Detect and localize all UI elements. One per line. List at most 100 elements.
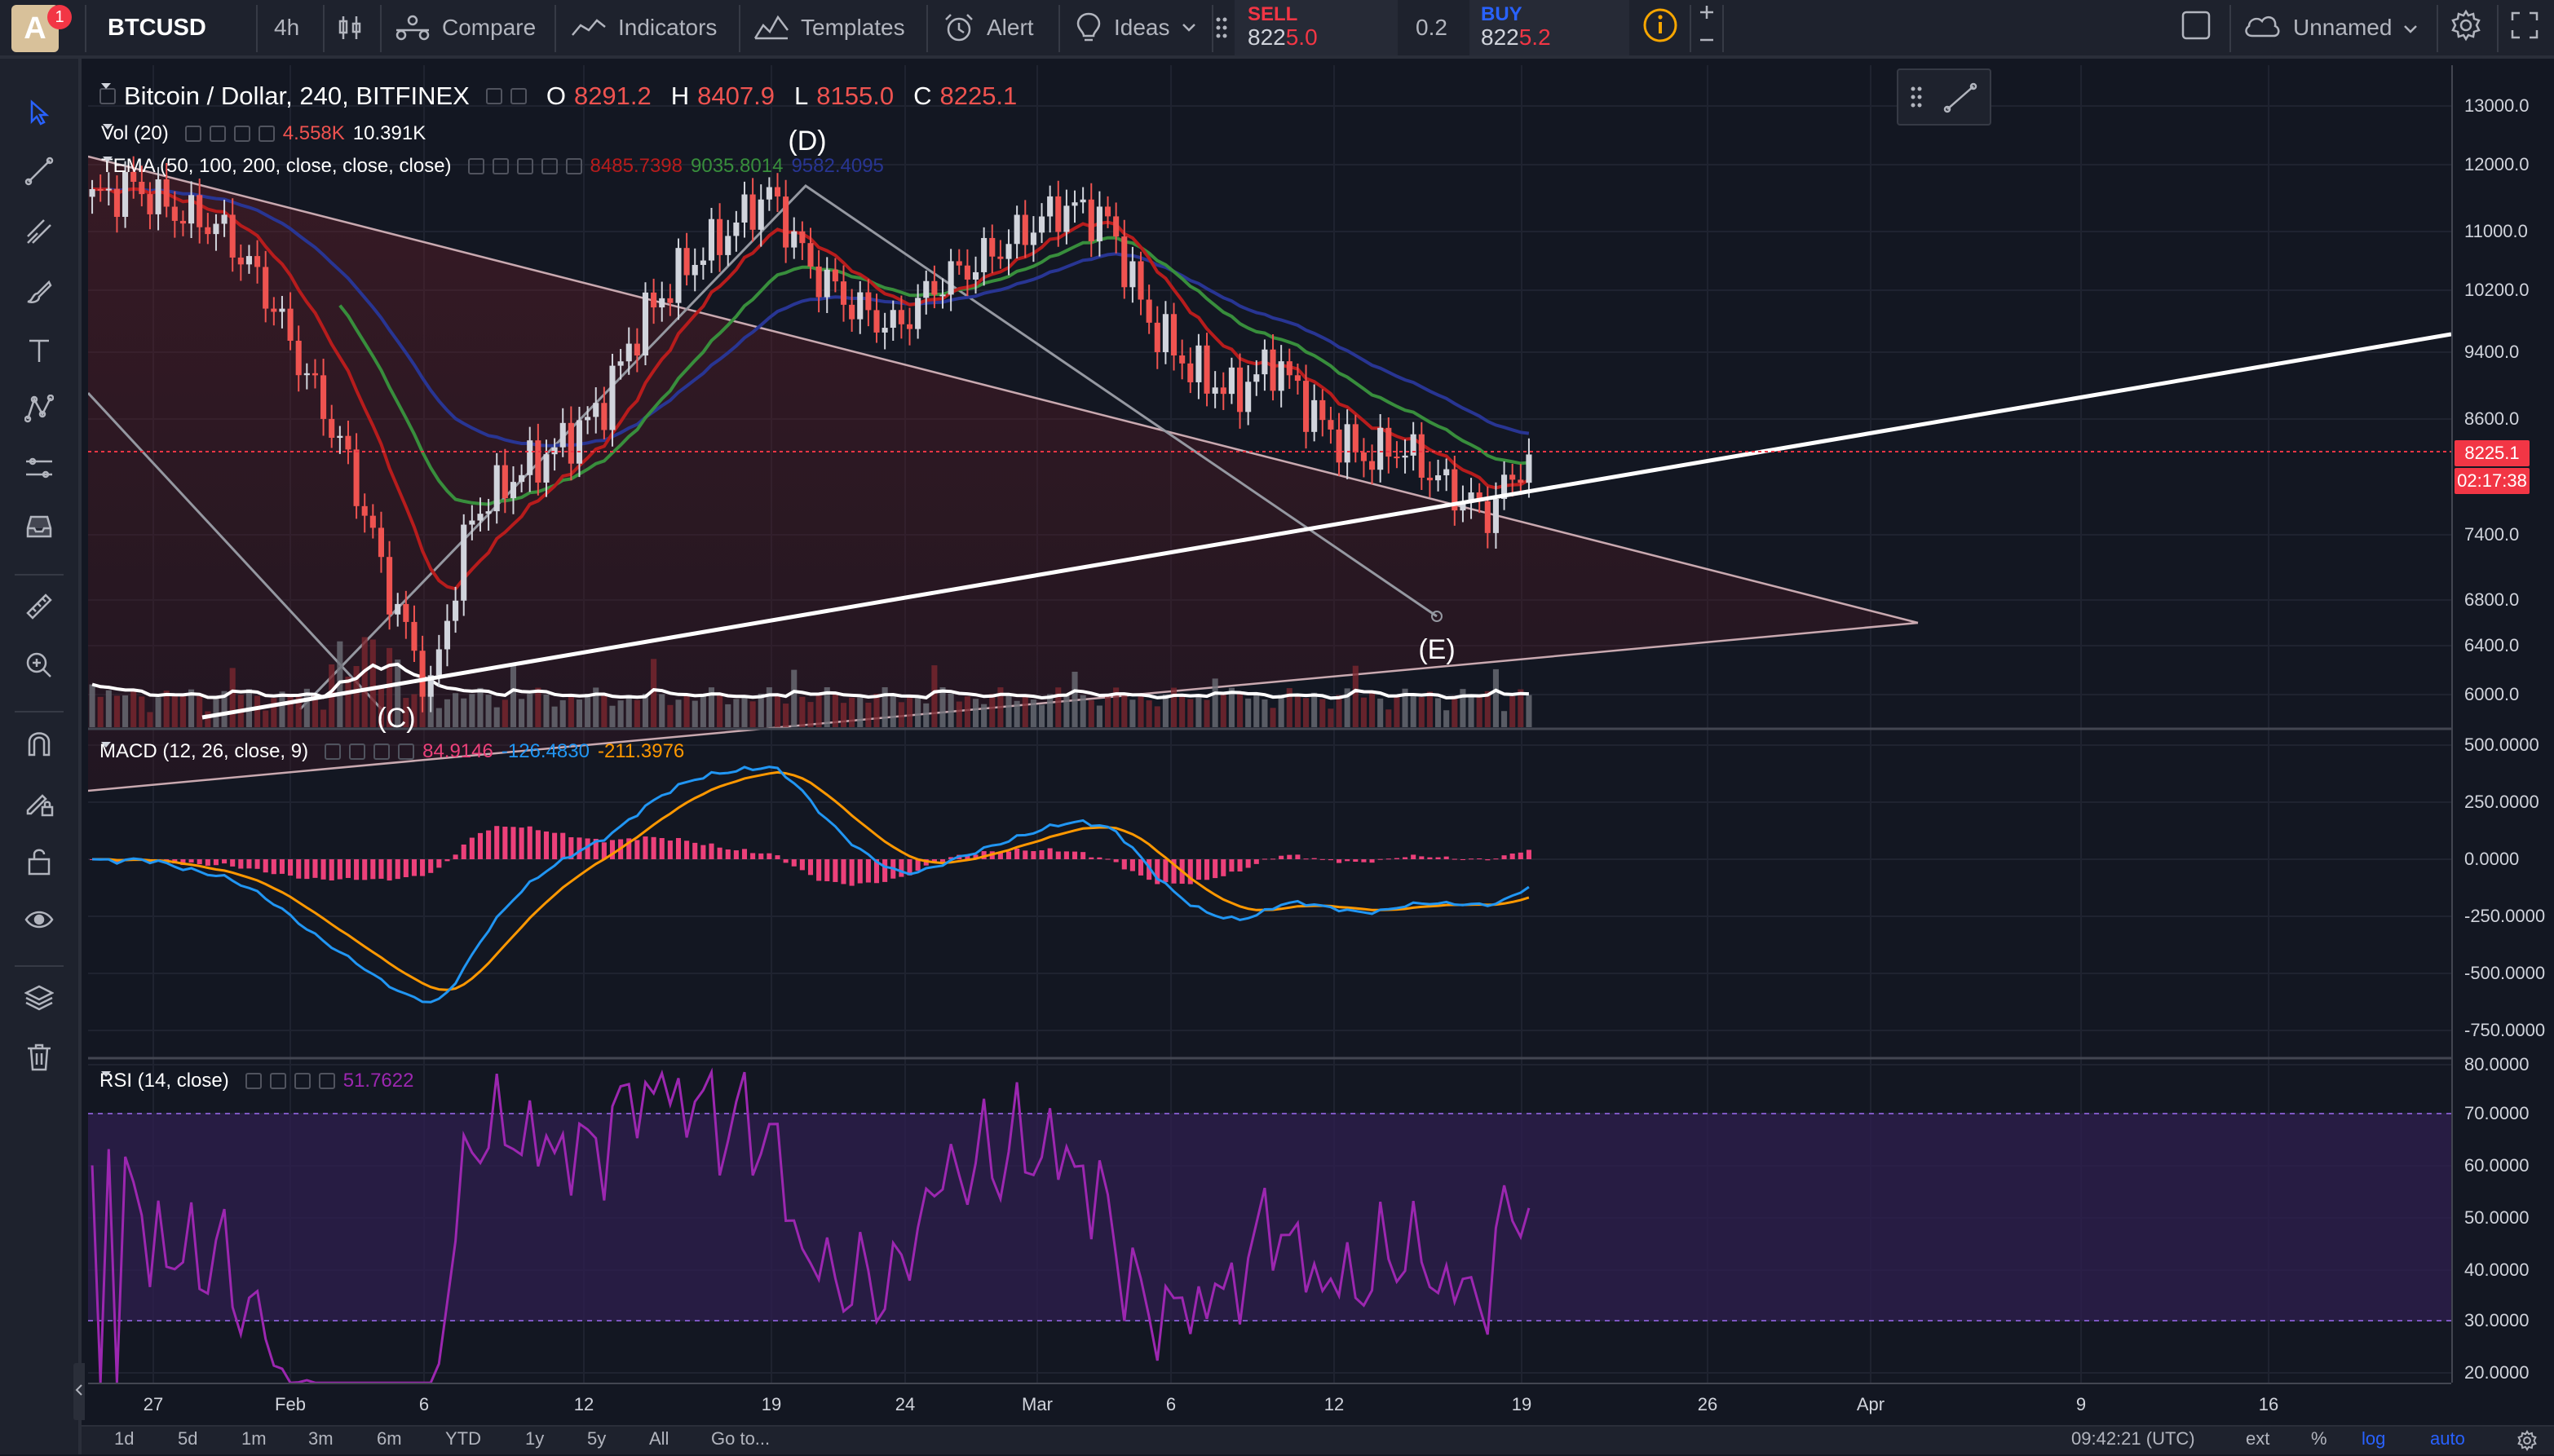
macd-legend[interactable]: MACD (12, 26, close, 9) 84.9146 -126.483…: [99, 740, 684, 763]
percent-scale-toggle[interactable]: %: [2311, 1428, 2327, 1449]
add-icon[interactable]: [373, 743, 391, 760]
compare-button[interactable]: Compare: [395, 0, 536, 55]
eye-icon: [24, 905, 54, 938]
interval-button[interactable]: 4h: [274, 0, 299, 55]
object-tree-tool[interactable]: [20, 980, 59, 1019]
scale-settings-button[interactable]: [2516, 1430, 2538, 1456]
chart-canvas[interactable]: (D) (E) (C): [88, 65, 2451, 1383]
save-layout-button[interactable]: Unnamed: [2242, 0, 2418, 55]
range-button-ytd[interactable]: YTD: [445, 1428, 481, 1449]
pattern-tool[interactable]: [20, 391, 59, 430]
settings-icon[interactable]: [510, 88, 527, 104]
trend-line[interactable]: [201, 332, 2451, 720]
utc-clock[interactable]: 09:42:21 (UTC): [2071, 1428, 2195, 1449]
volume-bar: [1204, 699, 1210, 727]
zoom-out-button[interactable]: [1698, 28, 1716, 55]
range-button-all[interactable]: All: [649, 1428, 669, 1449]
range-button-1y[interactable]: 1y: [525, 1428, 545, 1449]
extended-hours-toggle[interactable]: ext: [2246, 1428, 2270, 1449]
volume-bar: [617, 700, 624, 727]
volume-bar: [609, 705, 616, 727]
settings-icon[interactable]: [492, 158, 509, 174]
eye-icon[interactable]: [325, 743, 342, 760]
tema-legend[interactable]: TEMA (50, 100, 200, close, close, close)…: [101, 155, 884, 178]
label-d[interactable]: (D): [788, 126, 826, 157]
remove-icon[interactable]: [318, 1073, 335, 1089]
range-button-5y[interactable]: 5y: [587, 1428, 607, 1449]
auto-scale-toggle[interactable]: auto: [2430, 1428, 2465, 1449]
settings-icon[interactable]: [209, 126, 226, 142]
chart-area[interactable]: (D) (E) (C) Bitcoin / Dollar, 240, BITFI…: [88, 65, 2451, 1383]
volume-legend[interactable]: Vol (20) 4.558K 10.391K: [101, 122, 426, 145]
triangle-upper-line[interactable]: [88, 155, 1919, 624]
range-button-5d[interactable]: 5d: [178, 1428, 198, 1449]
main-series-legend[interactable]: Bitcoin / Dollar, 240, BITFINEX O 8291.2 …: [99, 82, 1017, 111]
pattern-point-e[interactable]: [1431, 611, 1443, 622]
stay-drawing-tool[interactable]: [20, 784, 59, 823]
add-icon[interactable]: [233, 126, 250, 142]
remove-icon[interactable]: [565, 158, 582, 174]
settings-icon[interactable]: [269, 1073, 286, 1089]
price-scale[interactable]: 13000.0 12000.0 11000.0 10200.0 9400.0 8600.0…: [2451, 65, 2554, 1383]
settings-button[interactable]: [2450, 0, 2482, 55]
volume-bar: [683, 695, 690, 727]
settings-icon[interactable]: [349, 743, 366, 760]
eye-icon[interactable]: [485, 88, 502, 104]
templates-button[interactable]: Templates: [753, 0, 905, 55]
abcde-pattern-line[interactable]: [298, 184, 1438, 711]
trend-line-tool[interactable]: [20, 153, 59, 192]
brush-tool[interactable]: [20, 274, 59, 313]
drag-handle-icon[interactable]: [1910, 85, 1923, 113]
zoom-in-button[interactable]: [1698, 0, 1716, 28]
pitchfork-tool[interactable]: [20, 214, 59, 253]
lock-drawings-tool[interactable]: [20, 843, 59, 882]
eye-icon[interactable]: [184, 126, 201, 142]
fullscreen-layout-button[interactable]: [2181, 0, 2212, 55]
info-button[interactable]: [1642, 0, 1678, 55]
source-icon[interactable]: [516, 158, 533, 174]
measure-tool[interactable]: [20, 589, 59, 628]
label-e[interactable]: (E): [1418, 634, 1455, 665]
symbol-search-button[interactable]: BTCUSD: [108, 0, 206, 55]
go-to-date-button[interactable]: Go to...: [711, 1428, 771, 1449]
buy-button[interactable]: BUY 8225.2: [1469, 0, 1629, 55]
magnet-tool[interactable]: [20, 726, 59, 765]
abcde-pattern-line-a[interactable]: [88, 391, 383, 711]
floating-drawing-toolbar[interactable]: [1897, 68, 1991, 126]
indicators-button[interactable]: Indicators: [571, 0, 717, 55]
log-scale-toggle[interactable]: log: [2362, 1428, 2386, 1449]
drag-handle-icon[interactable]: [1215, 0, 1228, 55]
icons-tool[interactable]: [20, 509, 59, 548]
range-button-1m[interactable]: 1m: [241, 1428, 267, 1449]
collapse-legend-icon[interactable]: [99, 88, 116, 104]
range-button-6m[interactable]: 6m: [377, 1428, 402, 1449]
text-tool[interactable]: [20, 333, 59, 372]
eye-icon[interactable]: [467, 158, 484, 174]
chart-style-button[interactable]: [336, 0, 364, 55]
label-c[interactable]: (C): [377, 703, 415, 734]
range-button-3m[interactable]: 3m: [308, 1428, 334, 1449]
volume-bar: [593, 687, 599, 727]
fullscreen-button[interactable]: [2510, 0, 2539, 55]
remove-icon[interactable]: [398, 743, 415, 760]
remove-drawings-tool[interactable]: [20, 1039, 59, 1078]
add-icon[interactable]: [541, 158, 558, 174]
add-icon[interactable]: [294, 1073, 311, 1089]
cursor-tool[interactable]: [20, 95, 59, 134]
zoom-tool[interactable]: [20, 647, 59, 686]
notification-badge[interactable]: 1: [47, 5, 72, 29]
prediction-tool[interactable]: [20, 450, 59, 489]
time-scale[interactable]: 27 Feb 6 12 19 24 Mar 6 12 19 26 Apr 9 16: [88, 1383, 2451, 1427]
eye-icon[interactable]: [245, 1073, 262, 1089]
sell-button[interactable]: SELL 8225.0: [1235, 0, 1398, 55]
trend-line-icon[interactable]: [1942, 82, 1978, 118]
macd-histogram-bar: [1063, 851, 1069, 859]
triangle-pattern-fill[interactable]: [88, 157, 1918, 791]
rsi-legend[interactable]: RSI (14, close) 51.7622: [99, 1070, 413, 1092]
alert-button[interactable]: Alert: [943, 0, 1034, 55]
remove-icon[interactable]: [258, 126, 275, 142]
range-button-1d[interactable]: 1d: [114, 1428, 135, 1449]
hide-drawings-tool[interactable]: [20, 902, 59, 941]
collapse-toolbar-button[interactable]: [73, 1363, 85, 1420]
ideas-button[interactable]: Ideas: [1075, 0, 1196, 55]
